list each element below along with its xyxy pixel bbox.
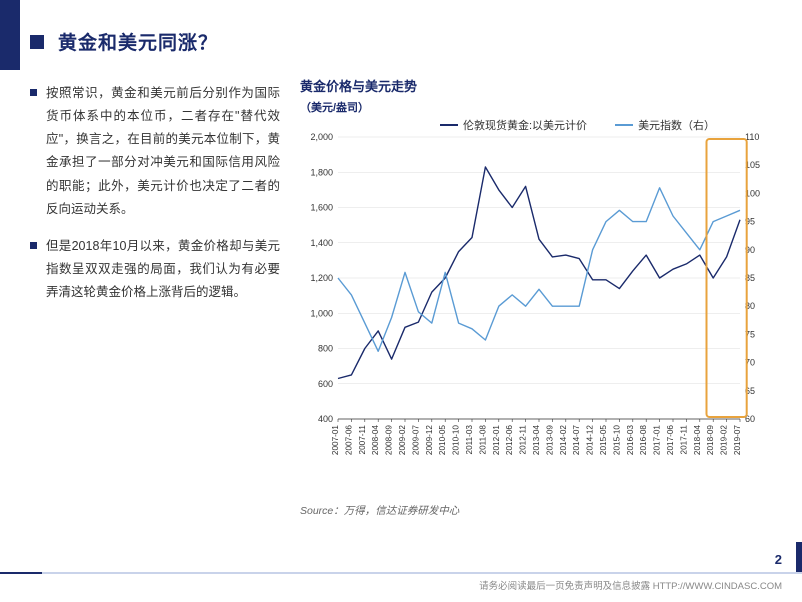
slide-page: 黄金和美元同涨？ 按照常识，黄金和美元前后分别作为国际货币体系中的本位币，二者存… [0,0,802,602]
svg-text:2011-03: 2011-03 [465,425,474,455]
footer-divider-dark [0,572,42,574]
top-accent-bar [0,0,20,70]
svg-text:2013-09: 2013-09 [545,425,554,455]
svg-text:2012-11: 2012-11 [519,425,528,455]
svg-text:2007-06: 2007-06 [344,425,353,455]
footer-divider-light [42,572,802,574]
svg-text:2017-06: 2017-06 [666,425,675,455]
chart-legend: 伦敦现货黄金:以美元计价 美元指数（右） [440,117,715,133]
svg-text:2015-10: 2015-10 [612,425,621,455]
chart-unit-label: （美元/盎司） [300,99,772,115]
bottom-accent-bar [796,542,802,572]
legend-swatch [615,124,633,127]
svg-text:2014-02: 2014-02 [559,425,568,455]
chart-plot: 伦敦现货黄金:以美元计价 美元指数（右） 4006008001,0001,200… [300,117,772,497]
chart-title: 黄金价格与美元走势 [300,76,772,95]
svg-text:2015-05: 2015-05 [599,425,608,455]
title-block: 黄金和美元同涨？ [30,28,218,55]
svg-text:2007-11: 2007-11 [358,425,367,455]
svg-text:2010-05: 2010-05 [438,425,447,455]
svg-text:2011-08: 2011-08 [478,425,487,455]
svg-text:2014-12: 2014-12 [586,425,595,455]
svg-text:600: 600 [318,379,333,389]
svg-text:2009-02: 2009-02 [398,425,407,455]
svg-text:2018-09: 2018-09 [706,425,715,455]
title-bullet-square [30,35,44,49]
svg-text:2016-03: 2016-03 [626,425,635,455]
svg-text:2009-07: 2009-07 [411,425,420,455]
svg-text:1,200: 1,200 [310,273,333,283]
svg-text:2014-07: 2014-07 [572,425,581,455]
svg-text:1,000: 1,000 [310,308,333,318]
bullet-marker-icon [30,89,37,96]
page-title: 黄金和美元同涨？ [58,28,218,55]
page-number: 2 [775,552,782,567]
svg-text:2008-04: 2008-04 [371,425,380,455]
legend-item-gold: 伦敦现货黄金:以美元计价 [440,117,587,133]
svg-text:2009-12: 2009-12 [425,425,434,455]
svg-text:2018-04: 2018-04 [693,425,702,455]
bullet-list: 按照常识，黄金和美元前后分别作为国际货币体系中的本位币，二者存在"替代效应"，换… [30,82,280,318]
svg-text:1,800: 1,800 [310,167,333,177]
bullet-marker-icon [30,242,37,249]
legend-swatch [440,124,458,127]
bullet-item: 但是2018年10月以来，黄金价格却与美元指数呈双双走强的局面，我们认为有必要弄… [30,235,280,304]
svg-text:2019-07: 2019-07 [733,425,742,455]
svg-text:2008-09: 2008-09 [385,425,394,455]
svg-text:2007-01: 2007-01 [331,425,340,455]
svg-text:1,600: 1,600 [310,203,333,213]
svg-text:2013-04: 2013-04 [532,425,541,455]
svg-text:2010-10: 2010-10 [452,425,461,455]
bullet-text: 按照常识，黄金和美元前后分别作为国际货币体系中的本位币，二者存在"替代效应"，换… [46,82,280,221]
svg-text:800: 800 [318,344,333,354]
legend-label: 美元指数（右） [638,117,715,133]
svg-text:2017-11: 2017-11 [679,425,688,455]
bullet-item: 按照常识，黄金和美元前后分别作为国际货币体系中的本位币，二者存在"替代效应"，换… [30,82,280,221]
svg-text:2012-06: 2012-06 [505,425,514,455]
chart-source: Source：万得，信达证券研发中心 [300,503,772,518]
svg-text:400: 400 [318,414,333,424]
chart-svg: 4006008001,0001,2001,4001,6001,8002,0006… [300,117,772,497]
bullet-text: 但是2018年10月以来，黄金价格却与美元指数呈双双走强的局面，我们认为有必要弄… [46,235,280,304]
svg-text:2019-02: 2019-02 [720,425,729,455]
svg-text:1,400: 1,400 [310,238,333,248]
svg-text:2016-08: 2016-08 [639,425,648,455]
svg-text:2012-01: 2012-01 [492,425,501,455]
svg-text:2017-01: 2017-01 [653,425,662,455]
legend-item-dxy: 美元指数（右） [615,117,715,133]
chart-container: 黄金价格与美元走势 （美元/盎司） 伦敦现货黄金:以美元计价 美元指数（右） 4… [300,76,772,526]
disclaimer-text: 请务必阅读最后一页免责声明及信息披露 HTTP://WWW.CINDASC.CO… [479,578,782,592]
svg-text:2,000: 2,000 [310,132,333,142]
legend-label: 伦敦现货黄金:以美元计价 [463,117,587,133]
footer-divider [0,572,802,574]
